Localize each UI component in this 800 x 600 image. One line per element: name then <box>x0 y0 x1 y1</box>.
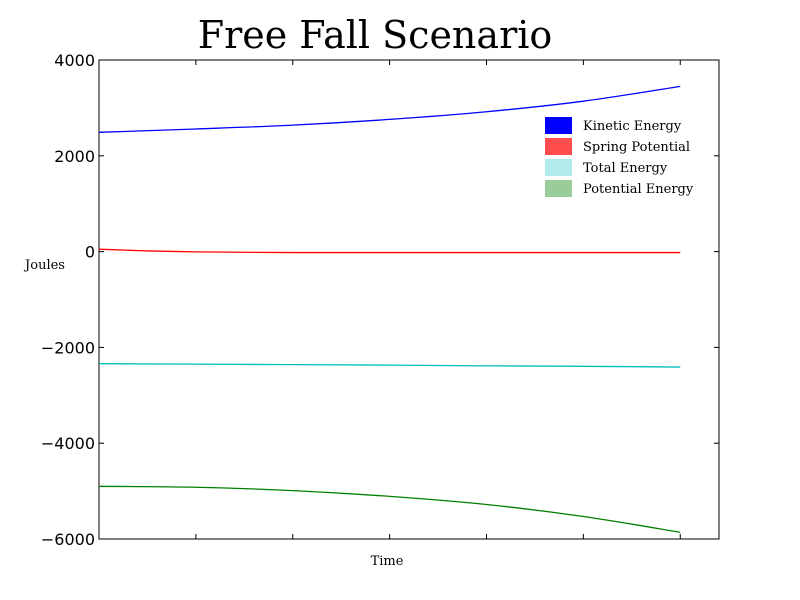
legend: Kinetic Energy Spring Potential Total Ener… <box>545 117 694 197</box>
plot-frame <box>98 59 720 540</box>
chart-title: Free Fall Scenario <box>198 13 553 57</box>
legend-swatch-total-energy <box>545 159 572 176</box>
y-tick-label: −2000 <box>41 338 95 357</box>
legend-swatch-potential-energy <box>545 180 572 197</box>
series-line-spring-potential <box>98 248 681 254</box>
legend-label-kinetic-energy: Kinetic Energy <box>583 119 682 134</box>
series-lines <box>98 85 681 533</box>
y-axis-label: Joules <box>23 258 65 273</box>
y-tick-label: −4000 <box>41 434 95 453</box>
x-axis-label: Time <box>371 554 404 569</box>
series-line-potential-energy <box>98 485 681 533</box>
legend-label-potential-energy: Potential Energy <box>583 182 694 197</box>
series-line-total-energy <box>98 363 681 368</box>
y-tick-label: 0 <box>85 243 95 262</box>
y-tick-label: 2000 <box>54 147 95 166</box>
y-axis: 4000 2000 0 −2000 −4000 −6000 <box>41 51 719 549</box>
legend-swatch-kinetic-energy <box>545 117 572 134</box>
legend-label-total-energy: Total Energy <box>583 161 668 176</box>
y-tick-label: 4000 <box>54 51 95 70</box>
legend-swatch-spring-potential <box>545 138 572 155</box>
x-axis <box>195 60 681 539</box>
y-tick-label: −6000 <box>41 530 95 549</box>
series-line-kinetic-energy <box>98 85 681 133</box>
legend-label-spring-potential: Spring Potential <box>583 140 690 155</box>
